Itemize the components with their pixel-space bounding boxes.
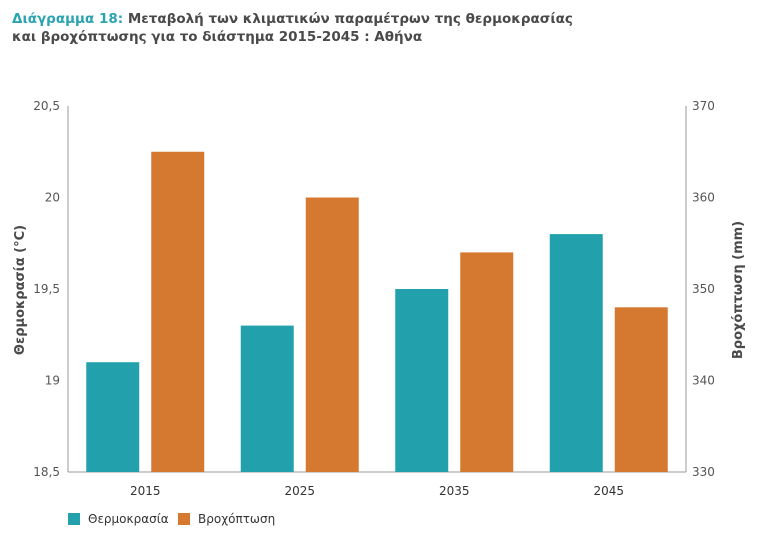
x-tick-label-2025: 2025 bbox=[284, 484, 315, 498]
chart-title-line2: και βροχόπτωσης για το διάστημα 2015-204… bbox=[12, 29, 423, 45]
chart-title: Διάγραμμα 18: Μεταβολή των κλιματικών πα… bbox=[12, 10, 752, 46]
bars bbox=[86, 151, 668, 472]
y-left-tick-label: 18,5 bbox=[33, 465, 60, 479]
y-right-tick-label: 370 bbox=[692, 99, 715, 113]
legend-label-temperature: Θερμοκρασία bbox=[88, 512, 169, 526]
y-left-tick-label: 20,5 bbox=[33, 99, 60, 113]
x-tick-label-2035: 2035 bbox=[439, 484, 470, 498]
bar-precipitation-2015 bbox=[151, 151, 205, 472]
left-tick-labels: 18,5 19 19,5 20 20,5 bbox=[33, 99, 60, 479]
y-right-tick-label: 330 bbox=[692, 465, 715, 479]
x-tick-label-2015: 2015 bbox=[130, 484, 161, 498]
bar-temperature-2035 bbox=[395, 289, 449, 472]
y-left-axis-title: Θερμοκρασία (°C) bbox=[13, 225, 28, 355]
legend: Θερμοκρασία Βροχόπτωση bbox=[68, 512, 275, 526]
category-labels: 2015 2025 2035 2045 bbox=[130, 484, 624, 498]
right-tick-labels: 330 340 350 360 370 bbox=[692, 99, 715, 479]
y-right-axis-title: Βροχόπτωση (mm) bbox=[731, 221, 746, 359]
y-right-tick-label: 340 bbox=[692, 374, 715, 388]
y-left-tick-label: 19,5 bbox=[33, 282, 60, 296]
y-left-tick-label: 20 bbox=[45, 191, 60, 205]
y-right-tick-label: 360 bbox=[692, 191, 715, 205]
y-left-tick-label: 19 bbox=[45, 374, 60, 388]
bar-temperature-2045 bbox=[549, 234, 603, 472]
bar-precipitation-2045 bbox=[614, 307, 668, 472]
legend-swatch-precipitation bbox=[178, 513, 190, 525]
bar-precipitation-2035 bbox=[460, 252, 514, 472]
chart-title-lead: Διάγραμμα 18: bbox=[12, 11, 124, 27]
legend-label-precipitation: Βροχόπτωση bbox=[198, 512, 275, 526]
legend-swatch-temperature bbox=[68, 513, 80, 525]
bar-precipitation-2025 bbox=[305, 197, 359, 472]
bar-temperature-2025 bbox=[240, 325, 294, 472]
chart-title-line1: Μεταβολή των κλιματικών παραμέτρων της θ… bbox=[127, 11, 573, 27]
bar-temperature-2015 bbox=[86, 362, 140, 472]
x-tick-label-2045: 2045 bbox=[593, 484, 624, 498]
y-right-tick-label: 350 bbox=[692, 282, 715, 296]
